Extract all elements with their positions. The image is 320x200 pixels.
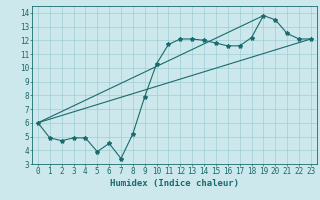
X-axis label: Humidex (Indice chaleur): Humidex (Indice chaleur) [110, 179, 239, 188]
